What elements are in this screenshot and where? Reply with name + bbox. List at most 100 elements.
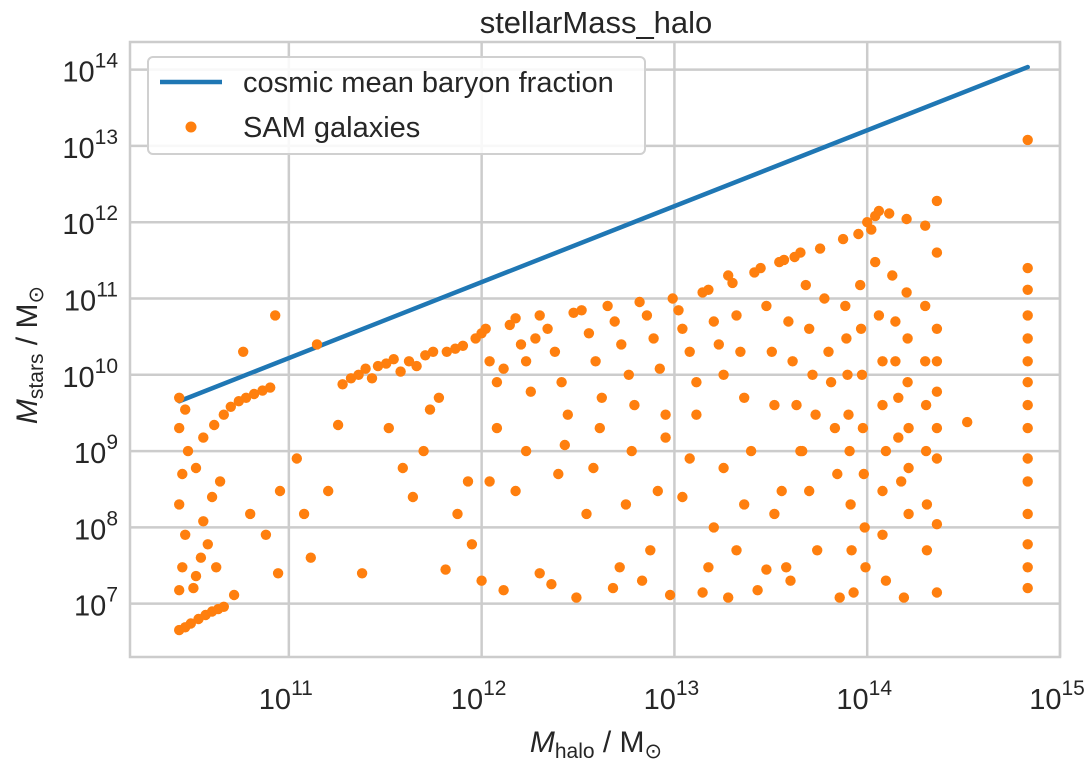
galaxy-point-153 bbox=[731, 545, 742, 556]
galaxy-point-240 bbox=[931, 195, 943, 207]
galaxy-point-50 bbox=[353, 369, 364, 380]
galaxy-point-124 bbox=[660, 409, 671, 420]
galaxy-point-58 bbox=[403, 356, 415, 367]
galaxy-point-182 bbox=[814, 243, 826, 254]
y-tick-label-4: 1011 bbox=[64, 278, 118, 317]
galaxy-point-111 bbox=[602, 300, 613, 312]
galaxy-point-235 bbox=[920, 356, 931, 367]
galaxy-point-204 bbox=[859, 522, 870, 533]
galaxy-point-94 bbox=[542, 323, 553, 334]
galaxy-point-123 bbox=[654, 363, 665, 374]
galaxy-point-136 bbox=[684, 453, 695, 464]
galaxy-point-57 bbox=[395, 366, 406, 377]
galaxy-point-64 bbox=[407, 491, 419, 503]
galaxy-point-248 bbox=[931, 587, 943, 598]
x-tick-label-3: 1014 bbox=[836, 677, 892, 716]
galaxy-point-261 bbox=[1022, 508, 1033, 520]
galaxy-point-172 bbox=[785, 575, 796, 586]
galaxy-point-47 bbox=[332, 419, 344, 431]
galaxy-point-151 bbox=[739, 392, 750, 403]
galaxy-point-12 bbox=[177, 468, 188, 480]
legend-label-baryon: cosmic mean baryon fraction bbox=[243, 67, 614, 99]
galaxy-point-39 bbox=[260, 529, 272, 540]
galaxy-point-214 bbox=[880, 445, 892, 457]
galaxy-point-232 bbox=[903, 508, 914, 520]
y-tick-label-1: 108 bbox=[74, 507, 118, 546]
galaxy-point-223 bbox=[893, 432, 904, 443]
galaxy-point-219 bbox=[887, 270, 898, 281]
galaxy-point-126 bbox=[645, 545, 656, 556]
galaxy-point-209 bbox=[870, 256, 881, 268]
galaxy-point-264 bbox=[1022, 582, 1033, 594]
x-axis-label-sub: halo bbox=[555, 740, 595, 763]
galaxy-point-178 bbox=[810, 409, 821, 420]
galaxy-point-23 bbox=[206, 491, 218, 503]
galaxy-point-29 bbox=[225, 401, 236, 412]
galaxy-point-199 bbox=[855, 279, 866, 291]
galaxy-point-46 bbox=[323, 485, 334, 497]
galaxy-point-125 bbox=[636, 575, 648, 586]
galaxy-point-167 bbox=[787, 356, 798, 367]
galaxy-point-130 bbox=[673, 305, 684, 316]
galaxy-point-87 bbox=[520, 356, 532, 367]
galaxy-point-231 bbox=[903, 462, 914, 474]
galaxy-point-55 bbox=[381, 358, 392, 369]
galaxy-point-18 bbox=[190, 570, 202, 582]
y-axis-label-unit: / M bbox=[11, 304, 44, 354]
legend-box bbox=[147, 56, 646, 155]
galaxy-point-25 bbox=[190, 462, 202, 474]
galaxy-point-242 bbox=[931, 323, 943, 334]
galaxy-point-256 bbox=[1022, 377, 1033, 388]
galaxy-point-201 bbox=[856, 369, 868, 380]
galaxy-point-95 bbox=[549, 346, 561, 357]
galaxy-point-225 bbox=[898, 592, 910, 603]
galaxy-point-148 bbox=[727, 277, 738, 289]
galaxy-point-22 bbox=[198, 516, 209, 527]
galaxy-point-110 bbox=[594, 422, 605, 434]
galaxy-point-135 bbox=[677, 491, 688, 503]
galaxy-point-162 bbox=[761, 564, 772, 575]
galaxy-point-243 bbox=[931, 356, 943, 367]
y-axis-label-sub: stars bbox=[25, 354, 48, 400]
galaxy-point-11 bbox=[174, 499, 185, 510]
galaxy-point-220 bbox=[890, 316, 901, 327]
x-axis-label-unit: / M bbox=[595, 726, 645, 759]
galaxy-point-255 bbox=[1022, 356, 1033, 367]
galaxy-point-17 bbox=[188, 582, 199, 594]
galaxy-point-122 bbox=[648, 333, 659, 344]
galaxy-point-9 bbox=[177, 562, 188, 573]
galaxy-point-32 bbox=[248, 388, 260, 400]
galaxy-point-36 bbox=[270, 310, 281, 321]
galaxy-point-187 bbox=[832, 468, 843, 480]
galaxy-point-27 bbox=[209, 419, 220, 431]
galaxy-point-142 bbox=[718, 369, 729, 380]
galaxy-point-42 bbox=[291, 453, 302, 464]
galaxy-point-185 bbox=[825, 377, 837, 388]
galaxy-point-149 bbox=[731, 310, 742, 321]
galaxy-point-61 bbox=[427, 346, 439, 357]
galaxy-point-38 bbox=[272, 568, 284, 579]
galaxy-point-65 bbox=[418, 445, 429, 457]
galaxy-point-70 bbox=[457, 340, 469, 351]
galaxy-point-92 bbox=[530, 333, 541, 344]
galaxy-point-68 bbox=[441, 346, 452, 357]
galaxy-point-157 bbox=[755, 262, 766, 274]
x-tick-label-1: 1012 bbox=[451, 677, 507, 716]
galaxy-point-202 bbox=[857, 422, 869, 434]
galaxy-point-237 bbox=[920, 445, 932, 457]
galaxy-point-200 bbox=[855, 323, 867, 334]
galaxy-point-91 bbox=[520, 445, 532, 457]
galaxy-point-145 bbox=[708, 522, 719, 533]
galaxy-point-140 bbox=[708, 316, 719, 327]
x-tick-label-2: 1013 bbox=[644, 677, 700, 716]
galaxy-point-205 bbox=[860, 562, 871, 573]
galaxy-point-7 bbox=[218, 601, 229, 612]
galaxy-point-54 bbox=[372, 360, 384, 372]
galaxy-point-184 bbox=[823, 346, 834, 357]
galaxy-point-180 bbox=[804, 485, 815, 497]
plot-frame bbox=[128, 40, 1062, 659]
galaxy-point-113 bbox=[616, 339, 627, 350]
galaxy-point-244 bbox=[931, 386, 943, 397]
galaxy-point-186 bbox=[829, 422, 841, 434]
galaxy-point-120 bbox=[634, 296, 645, 308]
